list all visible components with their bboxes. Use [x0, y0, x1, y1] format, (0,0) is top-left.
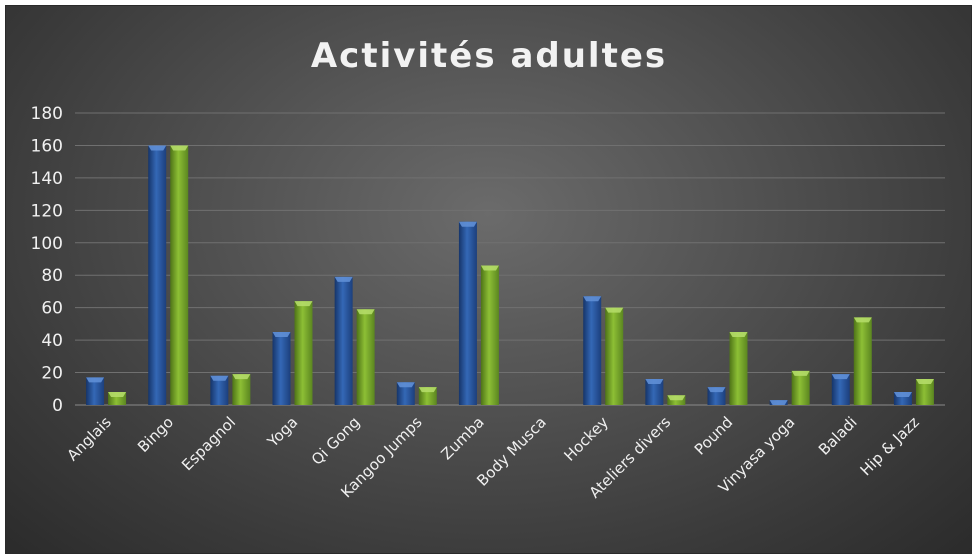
bar-cap	[148, 145, 167, 151]
bar-green	[294, 301, 313, 405]
bar-cap	[108, 392, 127, 398]
bar-cap	[458, 221, 477, 227]
bar-cap	[791, 370, 810, 376]
bar-cap	[893, 392, 912, 398]
bar-blue	[86, 377, 105, 405]
bar-cap	[396, 382, 415, 388]
bar-cap	[86, 377, 105, 383]
gridlines	[75, 112, 945, 406]
bar-cap	[667, 395, 686, 401]
bar-green	[232, 374, 251, 405]
x-tick-label: Bingo	[134, 413, 177, 456]
bar-blue	[458, 221, 477, 405]
x-tick-label: Hockey	[560, 413, 612, 465]
bar-cap	[170, 145, 189, 151]
bar-cap	[605, 307, 624, 313]
bar-green	[170, 145, 189, 405]
bar-cap	[769, 400, 788, 405]
chart-title: Activités adultes	[310, 36, 668, 76]
bar-cap	[707, 387, 726, 393]
y-tick-label: 180	[31, 104, 63, 124]
bar-cap	[583, 296, 602, 302]
bar-blue	[396, 382, 415, 405]
bar-cap	[480, 265, 499, 271]
bars	[86, 145, 934, 405]
bar-green	[729, 332, 748, 405]
y-tick-label: 100	[31, 234, 63, 254]
bar-cap	[831, 374, 850, 380]
x-tick-label: Qi Gong	[308, 413, 364, 469]
bar-cap	[210, 375, 229, 381]
bar-cap	[272, 332, 291, 337]
x-tick-label: Zumba	[437, 413, 487, 463]
bar-green	[356, 309, 375, 405]
x-tick-label: Yoga	[263, 413, 301, 451]
y-tick-label: 80	[41, 266, 63, 286]
y-tick-label: 0	[52, 396, 63, 416]
bar-cap	[915, 379, 934, 385]
y-axis-tick-labels: 0 20 40 60 80 100 120 140 160 180	[31, 104, 63, 416]
y-tick-label: 120	[31, 201, 63, 221]
bar-cap	[334, 276, 353, 282]
bar-cap	[232, 374, 251, 380]
y-tick-label: 140	[31, 169, 63, 189]
bar-cap	[356, 309, 375, 315]
bar-blue	[210, 375, 229, 405]
x-tick-label: Hip & Jazz	[857, 413, 923, 479]
y-tick-label: 40	[41, 331, 63, 351]
bar-green	[791, 370, 810, 405]
y-tick-label: 20	[41, 364, 63, 384]
bar-blue	[831, 374, 850, 405]
bar-cap	[645, 379, 664, 385]
bar-cap	[729, 332, 748, 337]
bar-green	[915, 379, 934, 405]
x-tick-label: Espagnol	[178, 413, 239, 474]
y-tick-label: 160	[31, 136, 63, 156]
x-tick-label: Baladi	[815, 413, 861, 459]
bar-green	[480, 265, 499, 405]
bar-blue	[272, 332, 291, 405]
x-tick-label: Anglais	[64, 413, 115, 464]
bar-blue	[645, 379, 664, 405]
bar-blue	[583, 296, 602, 405]
bar-green	[853, 317, 872, 405]
bar-cap	[418, 387, 437, 393]
bar-blue	[148, 145, 167, 405]
bar-blue	[334, 276, 353, 405]
bar-cap	[294, 301, 313, 307]
bar-green	[605, 307, 624, 405]
y-tick-label: 60	[41, 299, 63, 319]
bar-cap	[853, 317, 872, 323]
x-tick-label: Pound	[691, 413, 736, 458]
